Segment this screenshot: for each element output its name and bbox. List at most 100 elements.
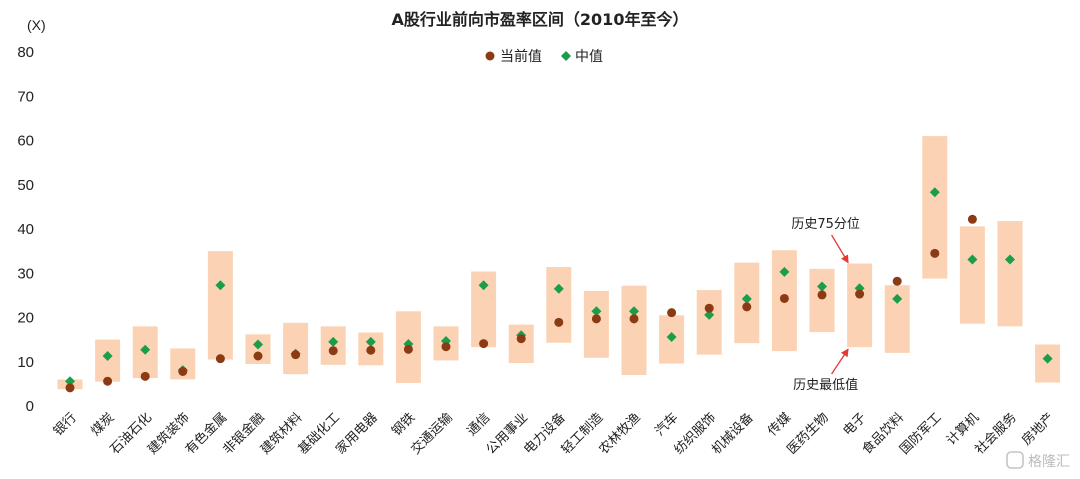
watermark-logo-icon [1006, 451, 1024, 469]
current-point [967, 214, 977, 224]
current-point [892, 276, 902, 286]
watermark-text: 格隆汇 [1028, 454, 1070, 470]
x-tick-label: 医药生物 [784, 410, 831, 457]
y-tick-label: 20 [17, 310, 34, 327]
range-bar [997, 221, 1023, 327]
current-point [103, 376, 113, 386]
legend-current-marker [485, 51, 495, 61]
range-bar [621, 285, 647, 376]
current-point [178, 366, 188, 376]
median-point [967, 254, 978, 265]
x-tick-label: 钢铁 [389, 410, 418, 439]
current-point [554, 317, 564, 327]
median-point [629, 306, 639, 317]
x-tick-label: 交通运输 [408, 410, 456, 458]
y-axis-unit: (X) [27, 17, 46, 33]
current-point [328, 346, 338, 356]
y-tick-label: 50 [17, 177, 34, 194]
median-point [1042, 353, 1053, 364]
x-tick-label: 传媒 [765, 410, 794, 439]
range-bar [959, 226, 985, 324]
current-point [779, 293, 789, 303]
markers [65, 187, 1053, 393]
median-point [65, 376, 75, 387]
range-bar [283, 322, 309, 375]
median-point [591, 306, 602, 317]
median-point [215, 280, 226, 291]
median-point [779, 266, 790, 277]
median-point [666, 331, 677, 342]
current-point [591, 314, 601, 324]
range-bar [847, 263, 873, 348]
current-point [742, 302, 752, 312]
x-tick-label: 国防军工 [897, 410, 945, 458]
legend: 当前值 中值 [485, 48, 603, 65]
median-point [102, 350, 113, 361]
x-tick-label: 家用电器 [333, 410, 381, 458]
current-point [704, 303, 714, 313]
median-point [328, 336, 339, 347]
y-tick-label: 80 [17, 44, 34, 61]
y-tick-label: 70 [17, 88, 34, 105]
current-point [441, 342, 451, 352]
range-bars [57, 136, 1061, 390]
annotation-label: 历史75分位 [791, 217, 860, 232]
annotation-label: 历史最低值 [793, 377, 858, 393]
annotation-arrow [831, 234, 849, 264]
current-point [629, 314, 639, 324]
x-tick-label: 房地产 [1019, 410, 1058, 449]
legend-median-label: 中值 [575, 49, 603, 65]
x-tick-label: 汽车 [652, 410, 682, 440]
median-point [365, 336, 376, 347]
range-bar [546, 267, 572, 343]
current-point [140, 371, 150, 381]
watermark: 格隆汇 [1006, 451, 1070, 470]
median-point [553, 283, 564, 294]
median-point [140, 344, 151, 355]
y-tick-label: 10 [17, 354, 34, 371]
range-bar [809, 268, 835, 333]
range-bar [207, 251, 233, 360]
legend-median-marker [561, 51, 571, 61]
median-point [478, 280, 489, 291]
current-point [479, 339, 489, 349]
x-tick-label: 电子 [840, 410, 869, 439]
median-point [741, 293, 752, 304]
annotation-arrow [831, 348, 849, 375]
current-point [516, 334, 526, 344]
x-tick-label: 通信 [464, 410, 493, 439]
current-point [817, 290, 827, 300]
x-tick-label: 机械设备 [709, 410, 757, 458]
current-point [667, 308, 677, 318]
current-point [291, 350, 301, 360]
current-point [855, 289, 865, 299]
current-point [65, 383, 75, 393]
current-point [253, 351, 263, 361]
median-point [1005, 254, 1015, 265]
x-tick-label: 社会服务 [972, 410, 1020, 458]
y-tick-label: 40 [17, 221, 34, 238]
y-tick-label: 60 [17, 133, 34, 150]
current-point [403, 344, 413, 354]
chart-title: A股行业前向市盈率区间（2010年至今） [392, 10, 689, 29]
x-tick-label: 煤炭 [88, 410, 117, 439]
y-axis: 0 10 20 30 40 50 60 70 80 [17, 44, 34, 415]
median-point [253, 339, 263, 350]
current-point [215, 354, 225, 364]
x-tick-label: 农林牧渔 [596, 410, 643, 457]
range-bar [696, 290, 722, 355]
legend-current-label: 当前值 [500, 48, 542, 65]
median-point [704, 309, 715, 320]
y-tick-label: 30 [17, 265, 34, 282]
range-bar [583, 290, 609, 358]
y-tick-label: 0 [26, 398, 34, 415]
current-point [366, 345, 376, 355]
median-point [892, 293, 903, 304]
median-point [929, 187, 940, 198]
x-tick-label: 银行 [51, 410, 80, 439]
current-point [930, 248, 940, 258]
median-point [817, 281, 827, 292]
